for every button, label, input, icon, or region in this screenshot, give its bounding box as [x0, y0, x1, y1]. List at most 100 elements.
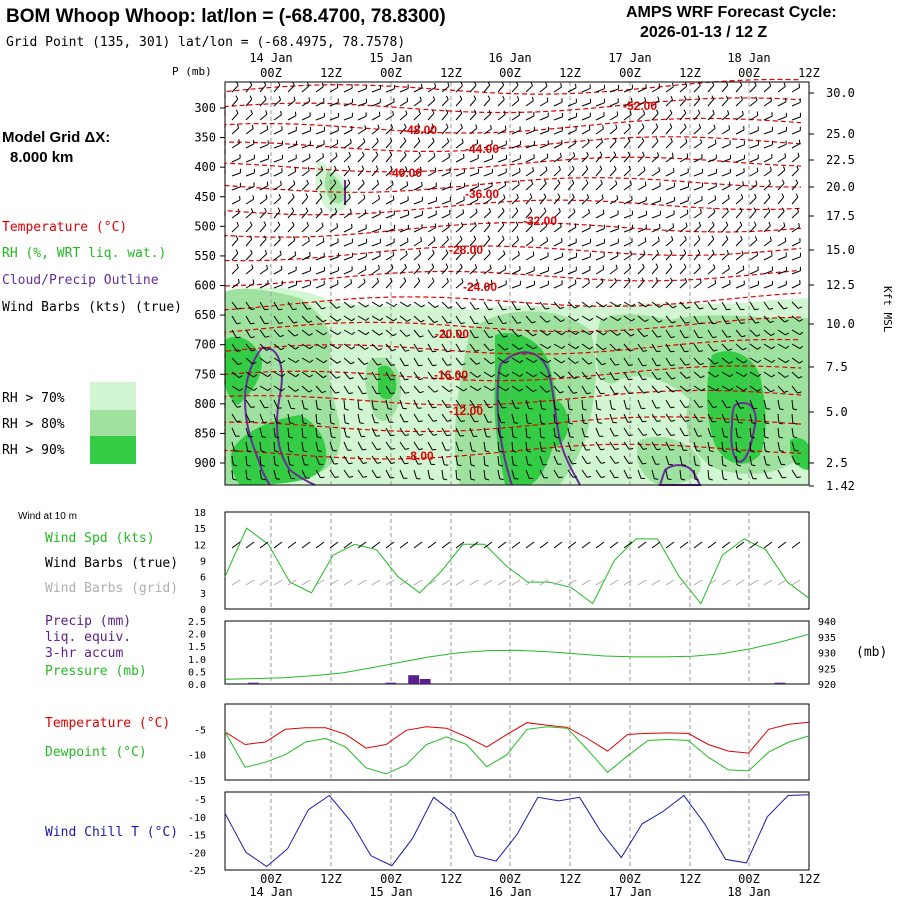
- wind-barb-flag: [655, 123, 659, 128]
- wind-barb-flag: [376, 180, 380, 185]
- wind-barb: [315, 329, 324, 336]
- wind-barb-flag: [517, 96, 520, 101]
- surface-wind-barb: [791, 541, 801, 549]
- wind-barb: [385, 184, 394, 191]
- wind-barb-flag: [533, 359, 538, 363]
- wind-barb: [791, 169, 799, 177]
- wind-barb-flag: [572, 462, 577, 465]
- wind-barb-flag: [236, 420, 241, 423]
- wind-barb: [665, 266, 673, 275]
- wind-barb-flag: [765, 422, 770, 425]
- wind-barb: [287, 210, 295, 219]
- wind-barb: [651, 441, 658, 450]
- wind-barb: [763, 144, 773, 149]
- wind-barb: [329, 116, 339, 121]
- wind-barb-flag: [305, 207, 309, 212]
- wind-barb-flag: [573, 391, 578, 394]
- wind-barb: [539, 427, 542, 438]
- wind-barb: [581, 242, 591, 247]
- wind-barb: [343, 329, 353, 335]
- rh90-region: [378, 365, 397, 400]
- wind-barb: [259, 343, 267, 351]
- grid-wind-barb: [777, 579, 787, 586]
- wind-barb-flag: [799, 331, 804, 336]
- isotherm-label: -16.00: [434, 368, 468, 382]
- wind-barb: [427, 141, 435, 149]
- wind-barb: [595, 268, 604, 275]
- wind-barb-flag: [670, 364, 675, 367]
- wind-barb: [777, 182, 785, 191]
- wind-barb-flag: [574, 305, 579, 309]
- wind-barb: [791, 399, 794, 409]
- wind-barb: [693, 267, 701, 275]
- wind-barb: [623, 301, 633, 307]
- wind-barb: [609, 169, 617, 177]
- wind-barb: [707, 158, 717, 163]
- wind-barb: [287, 269, 297, 275]
- pressure-tick: 300: [194, 101, 216, 115]
- wind-barb: [525, 170, 534, 177]
- wind-barb-flag: [615, 124, 618, 129]
- wind-barb: [665, 455, 670, 465]
- wind-barb-flag: [280, 180, 282, 186]
- wind-barb: [609, 343, 617, 351]
- wind-barb-flag: [614, 277, 617, 282]
- wind-barb: [441, 112, 449, 121]
- wind-barb: [287, 441, 290, 452]
- wind-barb-flag: [431, 263, 435, 268]
- wind-barb-flag: [292, 81, 295, 86]
- wind-barb: [427, 469, 431, 479]
- wind-barb: [567, 301, 576, 309]
- wind-barb: [245, 343, 253, 352]
- wind-barb: [735, 399, 741, 409]
- wind-barb: [259, 238, 267, 247]
- wind-barb-flag: [378, 264, 380, 270]
- wind-barb-flag: [236, 350, 242, 352]
- wind-barb-flag: [377, 363, 382, 366]
- wind-barb: [315, 385, 323, 394]
- grid-wind-barb: [525, 579, 535, 586]
- wind-barb: [385, 228, 395, 233]
- wind-barb: [315, 399, 318, 409]
- wind-barb-flag: [475, 349, 480, 352]
- wind-barb-flag: [419, 433, 424, 436]
- wind-barb: [259, 172, 269, 177]
- wind-barb-flag: [631, 97, 633, 102]
- wind-barb-flag: [264, 406, 269, 409]
- wind-barb-flag: [533, 373, 538, 378]
- wind-barb-flag: [263, 221, 267, 226]
- wind-barb: [553, 315, 562, 322]
- wind-barb-flag: [736, 464, 742, 467]
- top-date-label: 16 Jan: [488, 51, 531, 65]
- wind-barb: [749, 469, 754, 479]
- wind-barb: [525, 183, 534, 191]
- wind-barb: [371, 281, 379, 289]
- wind-barb: [343, 116, 353, 121]
- wind-barb: [343, 182, 351, 191]
- wind-barb-flag: [274, 464, 280, 467]
- wind-barb-flag: [351, 317, 356, 322]
- wind-barb-flag: [770, 97, 772, 102]
- wind-barb-flag: [724, 436, 729, 438]
- wind-panel-ytick: 0: [200, 605, 206, 616]
- wind-barb: [525, 284, 535, 289]
- wind-barb-flag: [365, 331, 370, 336]
- wind-barb: [525, 240, 534, 247]
- wind-barb: [567, 441, 572, 451]
- wind-barb: [525, 371, 534, 378]
- wind-barb-flag: [656, 350, 661, 353]
- wind-barb-flag: [729, 387, 734, 391]
- wind-barb: [343, 385, 350, 394]
- grid-wind-barb: [721, 579, 731, 586]
- wind-barb: [441, 186, 451, 191]
- wind-barb-flag: [669, 263, 673, 268]
- wind-barb: [231, 252, 239, 261]
- wind-barb-flag: [517, 250, 520, 256]
- wind-barb: [777, 357, 786, 364]
- wind-barb: [441, 455, 445, 465]
- windchill-panel-ytick: -10: [188, 813, 206, 824]
- wind-barb-flag: [330, 422, 335, 425]
- wind-barb: [553, 301, 561, 309]
- wind-barb-flag: [740, 95, 743, 100]
